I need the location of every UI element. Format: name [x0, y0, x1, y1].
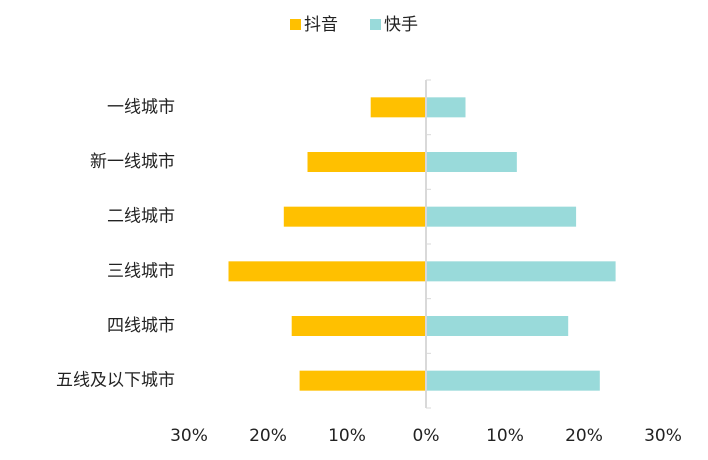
- x-tick-label: 0%: [413, 426, 440, 446]
- y-tick-label: 一线城市: [107, 97, 175, 117]
- legend-swatch: [370, 19, 381, 30]
- y-tick-label: 四线城市: [107, 316, 175, 336]
- bar: [291, 316, 426, 336]
- x-tick-label: 10%: [486, 426, 524, 446]
- y-tick-label: 三线城市: [107, 261, 175, 281]
- bar: [426, 97, 466, 118]
- bar: [283, 206, 426, 227]
- bar: [426, 316, 569, 336]
- y-tick-label: 五线及以下城市: [56, 371, 175, 391]
- x-tick-label: 30%: [170, 426, 208, 446]
- x-tick-label: 30%: [644, 426, 682, 446]
- bar: [228, 261, 426, 282]
- bar: [307, 152, 426, 172]
- x-tick-label: 10%: [328, 426, 366, 446]
- legend-swatch: [290, 19, 301, 30]
- legend-label: 抖音: [304, 15, 338, 35]
- bar: [426, 370, 600, 391]
- legend-label: 快手: [384, 15, 418, 35]
- bar: [426, 152, 517, 172]
- bar: [299, 370, 426, 391]
- bar: [370, 97, 426, 118]
- x-tick-label: 20%: [565, 426, 603, 446]
- y-tick-label: 新一线城市: [90, 152, 175, 172]
- x-tick-label: 20%: [249, 426, 287, 446]
- bar: [426, 206, 577, 227]
- y-tick-label: 二线城市: [107, 207, 175, 227]
- bar: [426, 261, 616, 282]
